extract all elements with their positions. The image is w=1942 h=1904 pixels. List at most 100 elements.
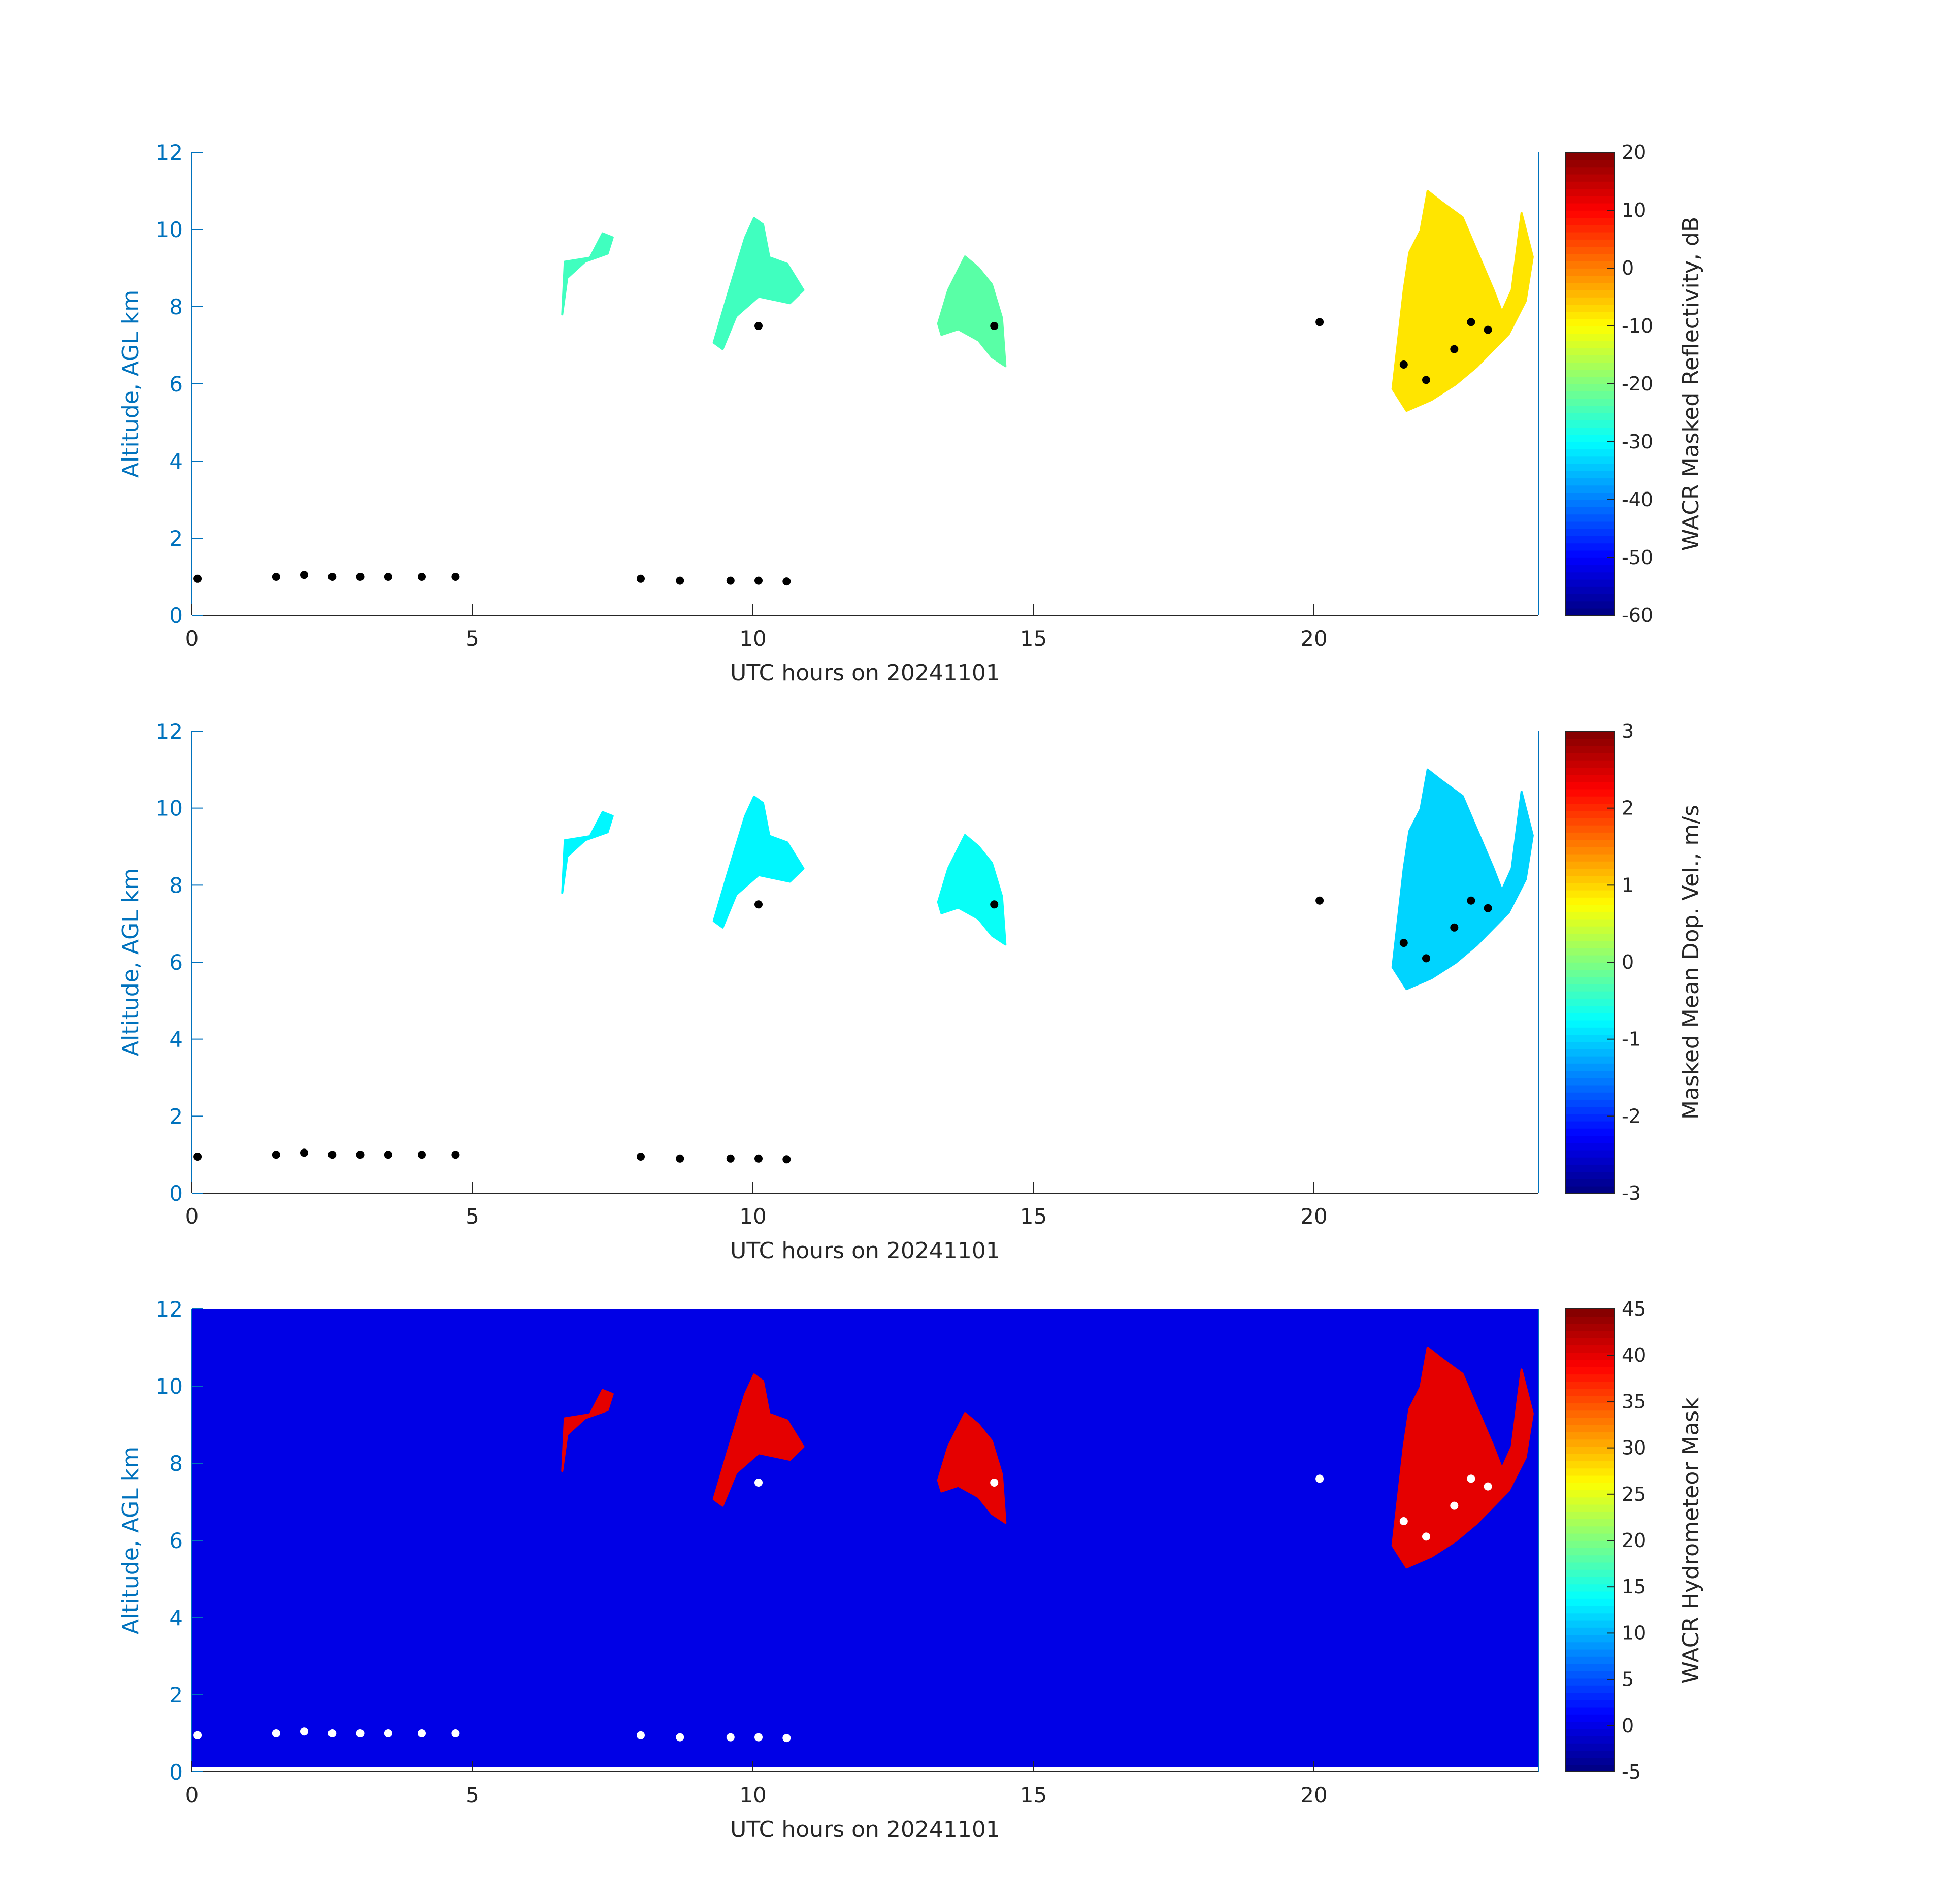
colorbar-tick-label: 10 bbox=[1622, 1622, 1646, 1644]
colorbar-segment bbox=[1565, 1757, 1615, 1765]
colorbar-segment bbox=[1565, 1685, 1615, 1693]
colorbar-segment bbox=[1565, 217, 1615, 225]
colorbar-tick-label: -30 bbox=[1622, 431, 1653, 453]
colorbar-segment bbox=[1565, 1092, 1615, 1100]
colorbar-segment bbox=[1565, 853, 1615, 862]
data-marker bbox=[1422, 376, 1430, 384]
colorbar-segment bbox=[1565, 1533, 1615, 1541]
colorbar-label: WACR Masked Reflectivity, dB bbox=[1678, 217, 1704, 551]
data-marker bbox=[676, 1733, 684, 1742]
colorbar-segment bbox=[1565, 1388, 1615, 1396]
colorbar-segment bbox=[1565, 1750, 1615, 1758]
colorbar-tick-label: 20 bbox=[1622, 1529, 1646, 1552]
colorbar-segment bbox=[1565, 492, 1615, 500]
data-marker bbox=[637, 1731, 645, 1739]
colorbar-segment bbox=[1565, 1461, 1615, 1469]
data-marker bbox=[272, 573, 280, 581]
colorbar-tick-label: 0 bbox=[1622, 951, 1634, 973]
mask-background bbox=[192, 1309, 1538, 1767]
colorbar-segment bbox=[1565, 514, 1615, 522]
colorbar-segment bbox=[1565, 1345, 1615, 1353]
x-tick-label: 15 bbox=[1020, 626, 1047, 651]
colorbar-segment bbox=[1565, 1178, 1615, 1187]
colorbar-tick-label: 20 bbox=[1622, 141, 1646, 163]
colorbar-segment bbox=[1565, 796, 1615, 804]
colorbar-segment bbox=[1565, 904, 1615, 912]
colorbar-segment bbox=[1565, 745, 1615, 753]
colorbar-tick-label: 1 bbox=[1622, 874, 1634, 896]
colorbar-segment bbox=[1565, 1454, 1615, 1462]
colorbar-segment bbox=[1565, 1048, 1615, 1057]
colorbar-segment bbox=[1565, 1157, 1615, 1165]
colorbar-segment bbox=[1565, 224, 1615, 233]
colorbar-label: Masked Mean Dop. Vel., m/s bbox=[1678, 805, 1704, 1120]
colorbar-segment bbox=[1565, 1699, 1615, 1708]
colorbar-segment bbox=[1565, 1526, 1615, 1534]
colorbar-segment bbox=[1565, 362, 1615, 370]
colorbar-segment bbox=[1565, 405, 1615, 413]
colorbar-segment bbox=[1565, 355, 1615, 363]
colorbar-segment bbox=[1565, 1186, 1615, 1194]
colorbar-segment bbox=[1565, 203, 1615, 211]
colorbar-segment bbox=[1565, 253, 1615, 261]
colorbar-segment bbox=[1565, 507, 1615, 515]
x-tick-label: 10 bbox=[739, 626, 766, 651]
y-tick-label: 8 bbox=[169, 1451, 183, 1476]
colorbar-segment bbox=[1565, 260, 1615, 269]
colorbar-segment bbox=[1565, 471, 1615, 479]
colorbar-segment bbox=[1565, 947, 1615, 956]
colorbar-tick-label: -1 bbox=[1622, 1028, 1641, 1051]
cloud-region bbox=[937, 255, 1007, 368]
colorbar-tick-label: 15 bbox=[1622, 1575, 1646, 1598]
colorbar-segment bbox=[1565, 998, 1615, 1006]
colorbar-segment bbox=[1565, 1692, 1615, 1700]
colorbar-segment bbox=[1565, 1367, 1615, 1375]
colorbar-segment bbox=[1565, 1446, 1615, 1454]
colorbar-segment bbox=[1565, 529, 1615, 537]
y-tick-label: 2 bbox=[169, 526, 183, 551]
colorbar-segment bbox=[1565, 1425, 1615, 1433]
colorbar-segment bbox=[1565, 1764, 1615, 1772]
colorbar-segment bbox=[1565, 1374, 1615, 1382]
colorbar-segment bbox=[1565, 333, 1615, 341]
data-marker bbox=[754, 900, 763, 909]
data-marker bbox=[300, 1148, 308, 1157]
y-axis-label: Altitude, AGL km bbox=[118, 1447, 144, 1634]
colorbar-segment bbox=[1565, 846, 1615, 855]
colorbar-tick-label: -60 bbox=[1622, 604, 1653, 627]
colorbar-segment bbox=[1565, 803, 1615, 811]
data-marker bbox=[1484, 325, 1492, 334]
data-marker bbox=[356, 573, 365, 581]
colorbar-segment bbox=[1565, 586, 1615, 595]
colorbar-segment bbox=[1565, 789, 1615, 797]
colorbar-segment bbox=[1565, 1396, 1615, 1404]
y-tick-label: 0 bbox=[169, 1760, 183, 1785]
colorbar-segment bbox=[1565, 1598, 1615, 1606]
y-tick-label: 8 bbox=[169, 873, 183, 898]
colorbar-segment bbox=[1565, 521, 1615, 529]
colorbar-segment bbox=[1565, 188, 1615, 196]
data-marker bbox=[1399, 939, 1408, 947]
colorbar-segment bbox=[1565, 246, 1615, 254]
colorbar-segment bbox=[1565, 159, 1615, 168]
colorbar-segment bbox=[1565, 1070, 1615, 1078]
y-tick-label: 6 bbox=[169, 950, 183, 975]
colorbar-segment bbox=[1565, 449, 1615, 457]
cloud-region bbox=[712, 795, 805, 929]
cloud-region bbox=[561, 1389, 614, 1472]
colorbar-tick-label: -3 bbox=[1622, 1182, 1641, 1204]
colorbar-tick-label: -10 bbox=[1622, 315, 1653, 337]
colorbar-segment bbox=[1565, 601, 1615, 609]
colorbar-segment bbox=[1565, 969, 1615, 977]
colorbar-segment bbox=[1565, 478, 1615, 486]
colorbar-tick-label: -5 bbox=[1622, 1761, 1641, 1783]
cloud-region bbox=[561, 232, 614, 316]
colorbar-segment bbox=[1565, 1099, 1615, 1107]
data-marker bbox=[754, 576, 763, 585]
colorbar-segment bbox=[1565, 738, 1615, 746]
colorbar-segment bbox=[1565, 933, 1615, 941]
data-marker bbox=[384, 1151, 392, 1159]
data-marker bbox=[1315, 896, 1324, 905]
colorbar-segment bbox=[1565, 1439, 1615, 1447]
colorbar-segment bbox=[1565, 991, 1615, 999]
